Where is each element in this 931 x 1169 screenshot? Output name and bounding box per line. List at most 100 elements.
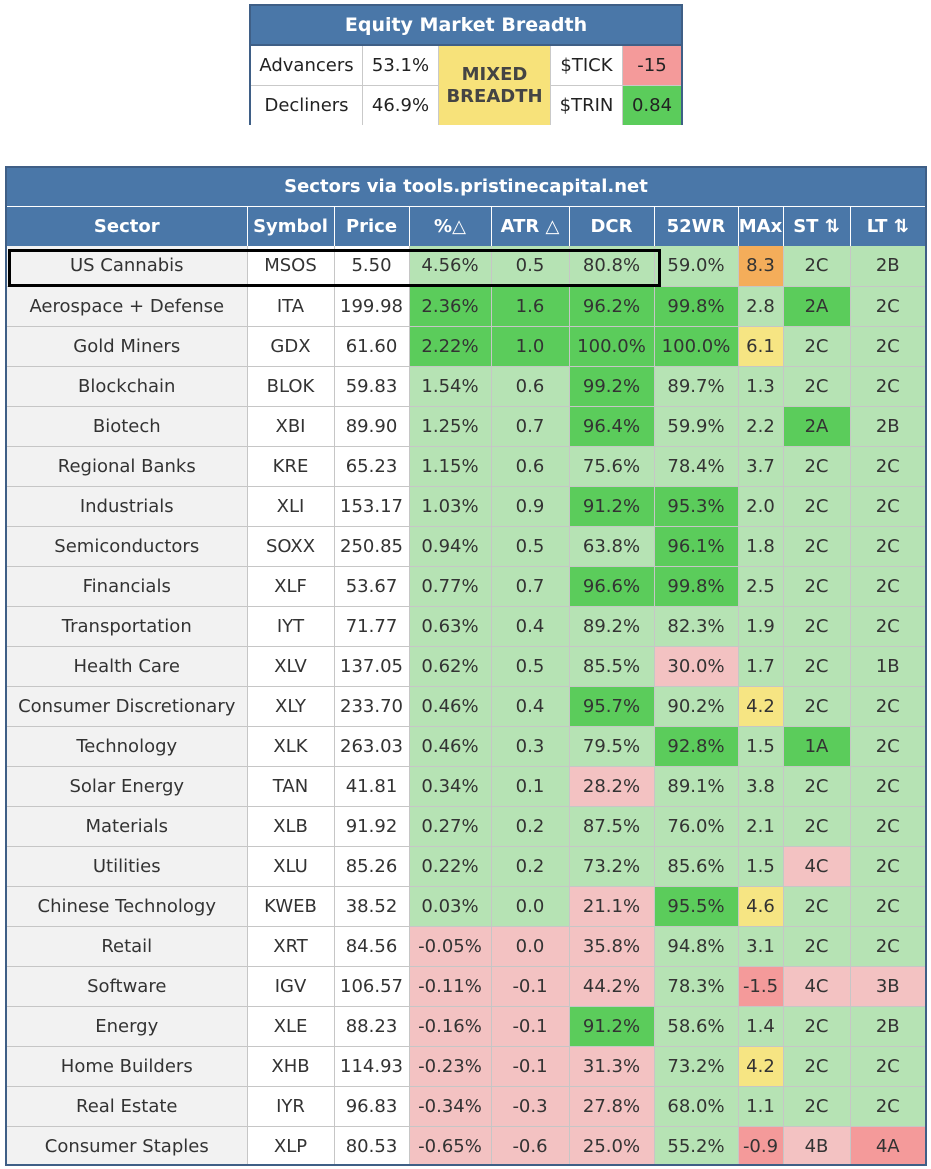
cell-symbol: MSOS xyxy=(247,246,335,287)
cell-52wr: 68.0% xyxy=(654,1086,739,1127)
cell-sector: Solar Energy xyxy=(7,766,248,807)
cell-atr: -0.3 xyxy=(491,1086,570,1127)
cell-pct: 0.62% xyxy=(409,646,492,687)
cell-st: 1A xyxy=(783,726,851,767)
col-header-sector[interactable]: Sector xyxy=(7,205,248,246)
table-row[interactable]: Blockchain BLOK 59.83 1.54% 0.6 99.2% 89… xyxy=(7,366,925,407)
table-row[interactable]: Semiconductors SOXX 250.85 0.94% 0.5 63.… xyxy=(7,526,925,567)
table-row[interactable]: Retail XRT 84.56 -0.05% 0.0 35.8% 94.8% … xyxy=(7,926,925,967)
table-row[interactable]: Software IGV 106.57 -0.11% -0.1 44.2% 78… xyxy=(7,966,925,1007)
cell-52wr: 78.3% xyxy=(654,966,739,1007)
cell-symbol: IYR xyxy=(247,1086,335,1127)
cell-dcr: 31.3% xyxy=(569,1046,655,1087)
cell-52wr: 95.5% xyxy=(654,886,739,927)
cell-price: 61.60 xyxy=(334,326,410,367)
col-header-price[interactable]: Price xyxy=(334,205,410,246)
table-row[interactable]: Transportation IYT 71.77 0.63% 0.4 89.2%… xyxy=(7,606,925,647)
cell-symbol: XLI xyxy=(247,486,335,527)
cell-atr: 0.3 xyxy=(491,726,570,767)
decliners-label: Decliners xyxy=(251,86,363,125)
cell-52wr: 82.3% xyxy=(654,606,739,647)
table-row[interactable]: Utilities XLU 85.26 0.22% 0.2 73.2% 85.6… xyxy=(7,846,925,887)
cell-pct: 1.54% xyxy=(409,366,492,407)
cell-dcr: 28.2% xyxy=(569,766,655,807)
cell-max: 4.2 xyxy=(738,686,784,727)
cell-st: 2C xyxy=(783,446,851,487)
cell-dcr: 96.6% xyxy=(569,566,655,607)
col-header-pct-change[interactable]: %△ xyxy=(409,205,492,246)
cell-lt: 2C xyxy=(850,326,925,367)
cell-pct: 0.27% xyxy=(409,806,492,847)
table-row[interactable]: Chinese Technology KWEB 38.52 0.03% 0.0 … xyxy=(7,886,925,927)
cell-lt: 2C xyxy=(850,286,925,327)
cell-atr: 1.6 xyxy=(491,286,570,327)
table-row[interactable]: Energy XLE 88.23 -0.16% -0.1 91.2% 58.6%… xyxy=(7,1006,925,1047)
cell-max: 6.1 xyxy=(738,326,784,367)
cell-price: 106.57 xyxy=(334,966,410,1007)
cell-52wr: 89.7% xyxy=(654,366,739,407)
cell-52wr: 59.0% xyxy=(654,246,739,287)
decliners-value: 46.9% xyxy=(363,86,439,125)
breadth-status-badge: MIXED BREADTH xyxy=(439,46,551,125)
table-row[interactable]: Consumer Discretionary XLY 233.70 0.46% … xyxy=(7,686,925,727)
table-row[interactable]: Technology XLK 263.03 0.46% 0.3 79.5% 92… xyxy=(7,726,925,767)
col-header-atr-change[interactable]: ATR △ xyxy=(491,205,570,246)
cell-st: 2C xyxy=(783,806,851,847)
col-header-symbol[interactable]: Symbol xyxy=(247,205,335,246)
cell-atr: 0.6 xyxy=(491,446,570,487)
cell-52wr: 85.6% xyxy=(654,846,739,887)
table-row[interactable]: Solar Energy TAN 41.81 0.34% 0.1 28.2% 8… xyxy=(7,766,925,807)
cell-sector: Utilities xyxy=(7,846,248,887)
col-header-lt[interactable]: LT ⇅ xyxy=(850,205,925,246)
cell-dcr: 85.5% xyxy=(569,646,655,687)
table-row[interactable]: Materials XLB 91.92 0.27% 0.2 87.5% 76.0… xyxy=(7,806,925,847)
col-header-max[interactable]: MAx xyxy=(738,205,784,246)
cell-price: 114.93 xyxy=(334,1046,410,1087)
cell-atr: -0.1 xyxy=(491,1006,570,1047)
market-breadth-panel: Equity Market Breadth Advancers 53.1% De… xyxy=(249,4,683,125)
cell-lt: 2C xyxy=(850,766,925,807)
cell-st: 2C xyxy=(783,326,851,367)
cell-symbol: IYT xyxy=(247,606,335,647)
cell-st: 2C xyxy=(783,366,851,407)
table-row[interactable]: Health Care XLV 137.05 0.62% 0.5 85.5% 3… xyxy=(7,646,925,687)
cell-pct: -0.65% xyxy=(409,1126,492,1164)
cell-atr: 0.0 xyxy=(491,886,570,927)
cell-max: 3.8 xyxy=(738,766,784,807)
cell-price: 59.83 xyxy=(334,366,410,407)
cell-atr: 0.1 xyxy=(491,766,570,807)
table-row[interactable]: Consumer Staples XLP 80.53 -0.65% -0.6 2… xyxy=(7,1126,925,1164)
col-header-52wr[interactable]: 52WR xyxy=(654,205,739,246)
table-row[interactable]: US Cannabis MSOS 5.50 4.56% 0.5 80.8% 59… xyxy=(7,246,925,287)
cell-sector: Semiconductors xyxy=(7,526,248,567)
cell-pct: 0.03% xyxy=(409,886,492,927)
table-row[interactable]: Regional Banks KRE 65.23 1.15% 0.6 75.6%… xyxy=(7,446,925,487)
cell-dcr: 96.4% xyxy=(569,406,655,447)
cell-dcr: 44.2% xyxy=(569,966,655,1007)
cell-pct: 1.03% xyxy=(409,486,492,527)
table-row[interactable]: Industrials XLI 153.17 1.03% 0.9 91.2% 9… xyxy=(7,486,925,527)
table-row[interactable]: Biotech XBI 89.90 1.25% 0.7 96.4% 59.9% … xyxy=(7,406,925,447)
cell-lt: 1B xyxy=(850,646,925,687)
cell-lt: 3B xyxy=(850,966,925,1007)
cell-52wr: 73.2% xyxy=(654,1046,739,1087)
cell-max: 3.1 xyxy=(738,926,784,967)
table-row[interactable]: Financials XLF 53.67 0.77% 0.7 96.6% 99.… xyxy=(7,566,925,607)
cell-lt: 4A xyxy=(850,1126,925,1164)
cell-sector: Gold Miners xyxy=(7,326,248,367)
table-row[interactable]: Gold Miners GDX 61.60 2.22% 1.0 100.0% 1… xyxy=(7,326,925,367)
cell-symbol: XLF xyxy=(247,566,335,607)
cell-dcr: 87.5% xyxy=(569,806,655,847)
cell-st: 2C xyxy=(783,246,851,287)
cell-max: 2.5 xyxy=(738,566,784,607)
table-row[interactable]: Home Builders XHB 114.93 -0.23% -0.1 31.… xyxy=(7,1046,925,1087)
cell-symbol: ITA xyxy=(247,286,335,327)
table-row[interactable]: Real Estate IYR 96.83 -0.34% -0.3 27.8% … xyxy=(7,1086,925,1127)
table-row[interactable]: Aerospace + Defense ITA 199.98 2.36% 1.6… xyxy=(7,286,925,327)
cell-52wr: 99.8% xyxy=(654,566,739,607)
col-header-dcr[interactable]: DCR xyxy=(569,205,655,246)
cell-lt: 2C xyxy=(850,806,925,847)
col-header-st[interactable]: ST ⇅ xyxy=(783,205,851,246)
cell-price: 153.17 xyxy=(334,486,410,527)
cell-dcr: 91.2% xyxy=(569,486,655,527)
